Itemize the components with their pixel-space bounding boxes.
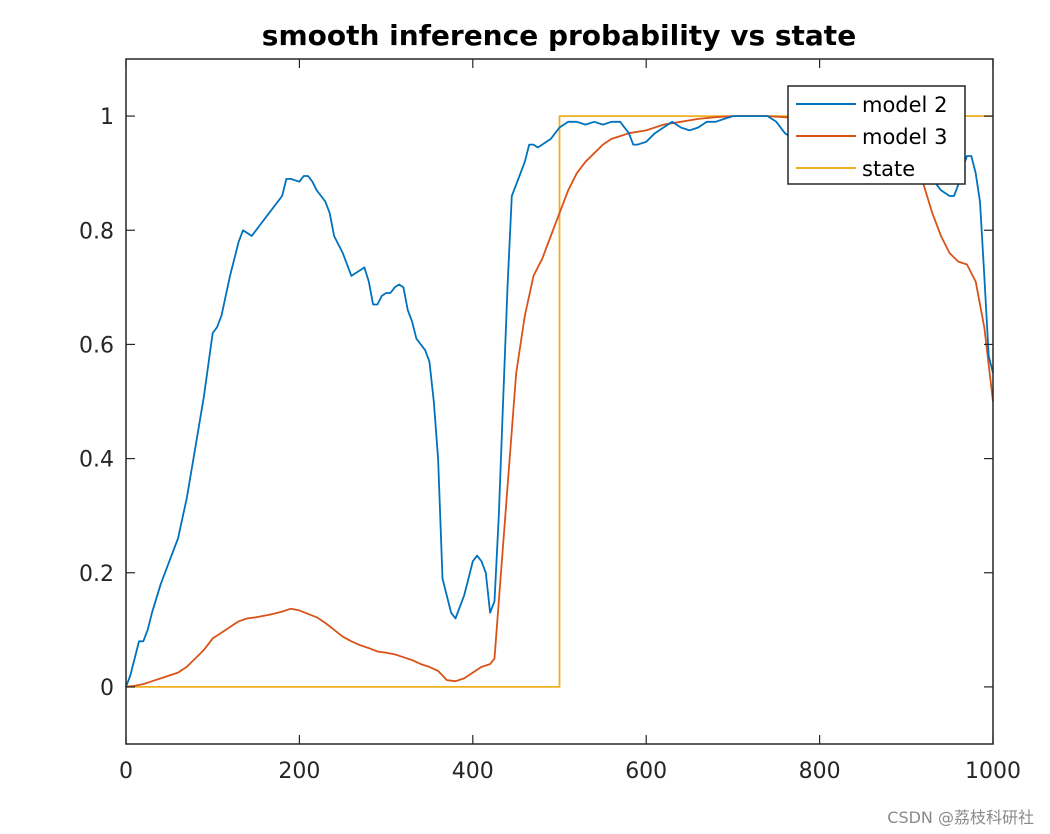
legend-label-model-3: model 3 (862, 125, 947, 149)
y-tick-label: 1 (100, 105, 114, 130)
tick-layer: 0 200 400 600 800 1000 0 0.2 0.4 0.6 0.8 1 (79, 59, 1021, 784)
legend-label-model-2: model 2 (862, 93, 947, 117)
watermark: CSDN @荔枝科研社 (887, 808, 1034, 827)
x-tick-label: 200 (278, 759, 320, 784)
y-tick-label: 0.6 (79, 333, 114, 358)
x-tick-label: 400 (452, 759, 494, 784)
y-tick-label: 0 (100, 676, 114, 701)
legend-label-state: state (862, 157, 915, 181)
x-tick-label: 0 (119, 759, 133, 784)
legend: model 2 model 3 state (787, 85, 966, 185)
y-tick-label: 0.8 (79, 219, 114, 244)
y-tick-label: 0.2 (79, 562, 114, 587)
axes-box (125, 58, 994, 745)
chart-title: smooth inference probability vs state (262, 19, 856, 52)
x-tick-label: 800 (799, 759, 841, 784)
x-tick-label: 1000 (965, 759, 1021, 784)
x-tick-label: 600 (625, 759, 667, 784)
y-tick-label: 0.4 (79, 448, 114, 473)
